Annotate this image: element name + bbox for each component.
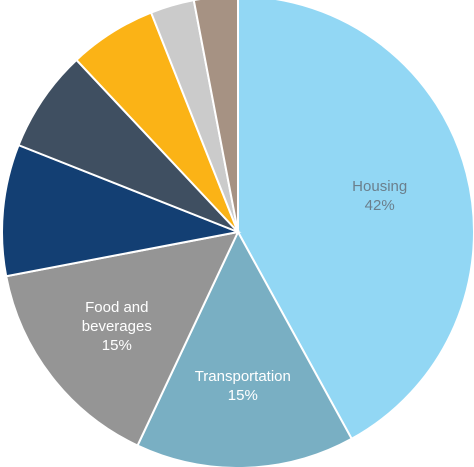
pie-label-housing-line-1: Housing: [352, 178, 407, 195]
pie-label-transportation-line-1: Transportation: [195, 368, 291, 385]
pie-label-food-and-beverages-line-1: Food and: [85, 299, 148, 316]
pie-label-housing-line-2: 42%: [365, 197, 395, 214]
pie-slice-slice-4: [1, 143, 242, 278]
pie-slice-transportation: [136, 229, 354, 467]
pie-label-food-and-beverages-line-3: 15%: [102, 337, 132, 354]
pie-slice-slice-8: [192, 0, 239, 233]
pie-slice-food-and-beverages: [5, 230, 240, 447]
pie-label-food-and-beverages-line-2: beverages: [82, 318, 152, 335]
pie-label-transportation-line-2: 15%: [228, 387, 258, 404]
pie-slice-slice-5: [17, 58, 239, 233]
pie-slice-housing: [237, 0, 474, 441]
